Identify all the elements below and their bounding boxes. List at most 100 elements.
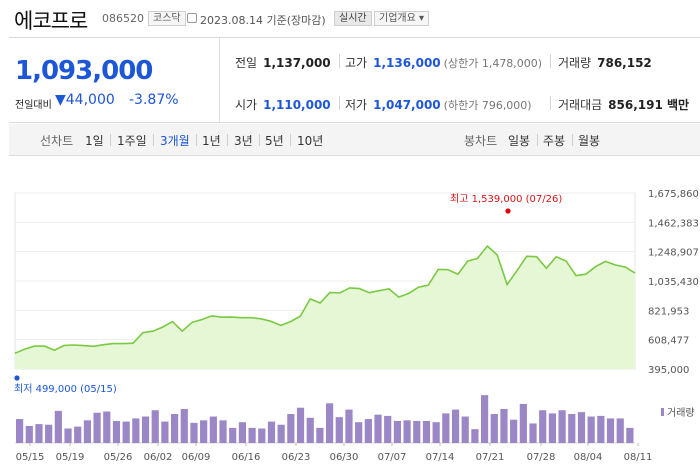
- price-point: [516, 269, 519, 272]
- volume-legend-marker: [661, 408, 664, 416]
- volume-bar: [451, 409, 460, 443]
- price-point: [161, 326, 164, 329]
- volume-bar: [568, 414, 576, 443]
- price-point: [260, 317, 263, 320]
- divider: [550, 54, 551, 68]
- volume-bar: [122, 421, 130, 443]
- stock-name: 에코프로: [14, 9, 88, 33]
- volume-bar: [287, 414, 295, 443]
- corp-info-dropdown[interactable]: 기업개요 ▾: [374, 11, 429, 26]
- divider: [153, 134, 154, 146]
- high-value: 1,136,000: [373, 56, 441, 70]
- volume-bar: [267, 421, 276, 443]
- price-point: [329, 291, 332, 294]
- volume-bar: [171, 414, 179, 443]
- x-tick-label: 05/26: [104, 452, 133, 463]
- tab-1w[interactable]: 1주일: [117, 134, 147, 148]
- volume-bar: [461, 416, 469, 443]
- volume-bar: [626, 427, 634, 443]
- price-point: [122, 342, 125, 345]
- x-tick-label: 06/30: [330, 452, 359, 463]
- upper-limit: (상한가 1,478,000): [443, 57, 543, 70]
- volume-bar: [306, 417, 314, 443]
- price-summary: 1,093,000 전일대비 ▼44,000 -3.87% 전일 1,137,00…: [9, 37, 700, 123]
- volume-bar: [587, 416, 595, 443]
- divider: [219, 38, 220, 122]
- price-point: [279, 324, 282, 327]
- volume-bar: [248, 427, 256, 443]
- volume-bar: [413, 420, 421, 443]
- tab-1y[interactable]: 1년: [202, 134, 221, 148]
- price-point: [269, 320, 272, 323]
- min-marker: [14, 375, 20, 381]
- trade-amount: 거래대금 856,191 백만: [558, 96, 689, 113]
- price-point: [565, 260, 568, 263]
- tab-3y[interactable]: 3년: [234, 134, 253, 148]
- change-percent: -3.87%: [129, 92, 179, 108]
- tab-daily[interactable]: 일봉: [508, 134, 531, 148]
- tab-10y[interactable]: 10년: [297, 134, 324, 148]
- divider: [259, 134, 260, 146]
- market-badge: 코스닥: [148, 11, 186, 26]
- price-point: [53, 349, 56, 352]
- divider: [227, 134, 228, 146]
- tab-3m[interactable]: 3개월: [160, 134, 190, 148]
- tab-1d[interactable]: 1일: [85, 134, 104, 148]
- price-point: [417, 286, 420, 289]
- volume-bar: [258, 428, 266, 443]
- price-point: [319, 302, 322, 305]
- volume-bar: [35, 424, 43, 443]
- tab-monthly[interactable]: 월봉: [578, 134, 601, 148]
- volume-bar: [481, 395, 489, 443]
- price-point: [368, 291, 371, 294]
- price-point: [476, 257, 479, 260]
- x-tick-label: 06/02: [144, 452, 173, 463]
- x-tick-label: 05/15: [16, 452, 45, 463]
- x-tick-label: 07/07: [378, 452, 407, 463]
- price-point: [33, 345, 36, 348]
- as-of-date: 2023.08.14 기준(장마감): [200, 14, 326, 27]
- tab-5y[interactable]: 5년: [265, 134, 284, 148]
- price-point: [23, 348, 26, 351]
- price-point: [348, 287, 351, 290]
- volume-bar: [141, 416, 150, 443]
- volume-bar: [161, 421, 169, 443]
- x-tick-label: 07/14: [426, 452, 455, 463]
- lower-limit: (하한가 796,000): [443, 99, 532, 112]
- volume-bar: [606, 418, 615, 443]
- volume-bar: [345, 409, 353, 443]
- volume-bar: [316, 427, 324, 443]
- price-point: [486, 245, 489, 248]
- volume-bar: [529, 423, 537, 443]
- volume-bar: [471, 429, 479, 443]
- low-value: 1,047,000: [373, 98, 441, 112]
- divider: [290, 134, 291, 146]
- price-point: [506, 283, 509, 286]
- prev-close-value: 1,137,000: [263, 56, 331, 70]
- price-point: [14, 352, 17, 355]
- volume-label: 거래량: [558, 56, 592, 70]
- open-price: 시가 1,110,000: [235, 96, 331, 113]
- volume-bar: [151, 410, 159, 443]
- tab-weekly[interactable]: 주봉: [543, 134, 566, 148]
- volume-bar: [539, 410, 547, 443]
- volume-bar: [45, 424, 53, 443]
- price-point: [604, 260, 607, 263]
- price-point: [82, 344, 85, 347]
- volume-bar: [558, 410, 566, 443]
- price-point: [63, 344, 66, 347]
- price-point: [181, 330, 184, 333]
- price-point: [358, 287, 361, 290]
- volume-bar: [83, 420, 91, 443]
- volume-bar: [103, 411, 111, 443]
- x-tick-label: 08/11: [624, 452, 653, 463]
- price-point: [388, 287, 391, 290]
- amount-label: 거래대금: [558, 98, 603, 112]
- prev-close: 전일 1,137,000: [235, 54, 331, 71]
- price-point: [456, 273, 459, 276]
- high-price: 고가 1,136,000 (상한가 1,478,000): [345, 54, 542, 71]
- y-tick-label: 608,477: [648, 336, 689, 347]
- volume-bar: [490, 414, 498, 443]
- realtime-button[interactable]: 실시간: [334, 11, 372, 26]
- price-line: [14, 244, 636, 354]
